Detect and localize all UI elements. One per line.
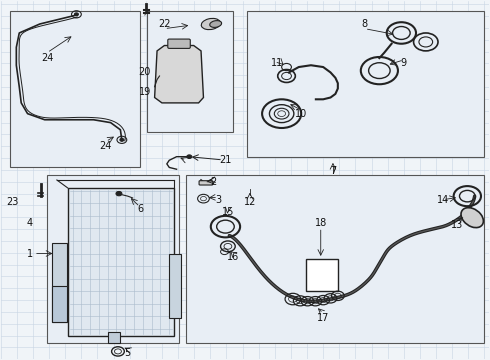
Text: 19: 19 [139, 87, 151, 97]
Bar [10, 12, 140, 167]
Text: 1: 1 [27, 248, 33, 258]
Text: 24: 24 [99, 141, 112, 151]
Text: 5: 5 [124, 348, 131, 358]
Circle shape [116, 192, 122, 196]
Text: 2: 2 [210, 177, 217, 187]
Ellipse shape [201, 18, 220, 30]
Text: 20: 20 [139, 67, 151, 77]
FancyBboxPatch shape [199, 181, 213, 185]
Text: 13: 13 [451, 220, 464, 230]
Text: 24: 24 [41, 53, 53, 63]
Text: 16: 16 [227, 252, 239, 262]
Circle shape [120, 138, 124, 141]
Bar [147, 12, 233, 132]
Text: 17: 17 [317, 313, 329, 323]
Text: 14: 14 [437, 195, 449, 205]
Circle shape [74, 13, 78, 16]
Text: 18: 18 [315, 218, 327, 228]
Text: 21: 21 [219, 155, 232, 165]
Ellipse shape [461, 208, 484, 228]
Text: 23: 23 [7, 197, 19, 207]
FancyBboxPatch shape [168, 39, 190, 48]
Bar [186, 175, 485, 343]
Bar [47, 175, 179, 343]
Ellipse shape [210, 21, 221, 27]
Bar [169, 253, 181, 318]
Bar [247, 12, 485, 157]
Text: 11: 11 [270, 58, 283, 68]
Bar [68, 188, 174, 336]
Bar [52, 243, 67, 321]
Text: 7: 7 [330, 166, 336, 176]
Text: 8: 8 [362, 19, 368, 29]
Text: 12: 12 [244, 197, 256, 207]
Polygon shape [155, 45, 203, 103]
Bar [306, 259, 338, 291]
Text: 4: 4 [27, 218, 33, 228]
Text: 6: 6 [137, 204, 143, 214]
Text: 22: 22 [158, 19, 171, 29]
Text: 9: 9 [401, 58, 407, 68]
Bar [108, 332, 121, 343]
Circle shape [187, 155, 192, 158]
Text: 15: 15 [221, 207, 234, 217]
Text: 3: 3 [215, 195, 221, 205]
Bar [52, 286, 67, 321]
Text: 10: 10 [295, 109, 307, 119]
